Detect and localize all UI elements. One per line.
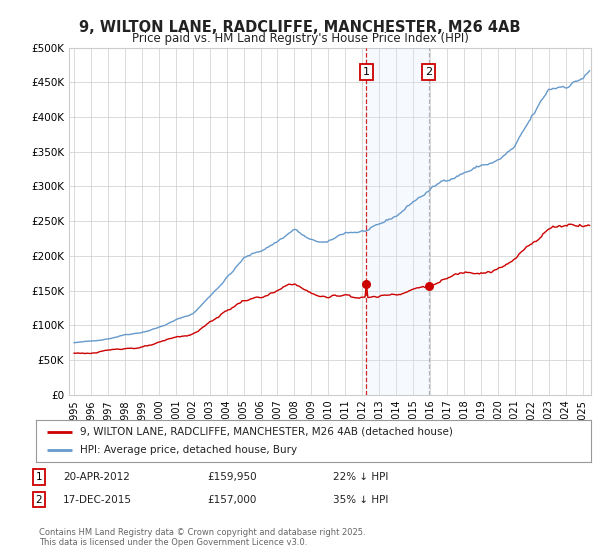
Text: 9, WILTON LANE, RADCLIFFE, MANCHESTER, M26 4AB: 9, WILTON LANE, RADCLIFFE, MANCHESTER, M…: [79, 20, 521, 35]
Text: Contains HM Land Registry data © Crown copyright and database right 2025.
This d: Contains HM Land Registry data © Crown c…: [39, 528, 365, 547]
Text: HPI: Average price, detached house, Bury: HPI: Average price, detached house, Bury: [80, 445, 298, 455]
Text: 17-DEC-2015: 17-DEC-2015: [63, 494, 132, 505]
Bar: [367, 48, 428, 395]
Text: £159,950: £159,950: [207, 472, 257, 482]
Text: 1: 1: [363, 67, 370, 77]
Text: £157,000: £157,000: [207, 494, 256, 505]
Text: 9, WILTON LANE, RADCLIFFE, MANCHESTER, M26 4AB (detached house): 9, WILTON LANE, RADCLIFFE, MANCHESTER, M…: [80, 427, 453, 437]
Text: 2: 2: [35, 494, 43, 505]
Text: Price paid vs. HM Land Registry's House Price Index (HPI): Price paid vs. HM Land Registry's House …: [131, 32, 469, 45]
Text: 20-APR-2012: 20-APR-2012: [63, 472, 130, 482]
Text: 1: 1: [35, 472, 43, 482]
Text: 2: 2: [425, 67, 432, 77]
Text: 22% ↓ HPI: 22% ↓ HPI: [333, 472, 388, 482]
Text: 35% ↓ HPI: 35% ↓ HPI: [333, 494, 388, 505]
